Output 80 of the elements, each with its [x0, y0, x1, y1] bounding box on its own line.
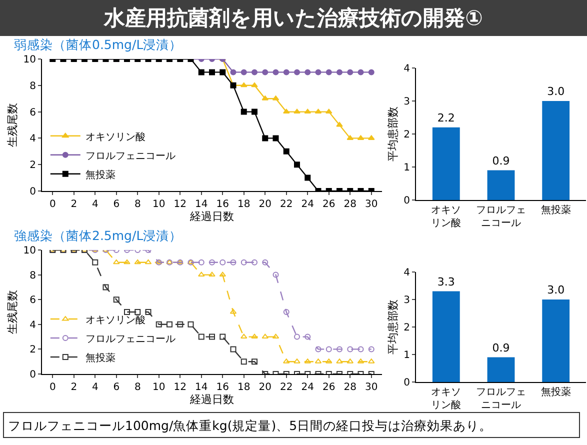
x-tick-label: フロルフェニコール — [476, 387, 526, 411]
x-tick-label: 8 — [134, 382, 141, 393]
y-axis-title: 生残尾数 — [6, 103, 19, 147]
x-tick-label: 2 — [70, 382, 78, 393]
data-label: 3.0 — [547, 284, 565, 296]
x-tick-label: 22 — [280, 199, 293, 210]
x-tick-label: 12 — [174, 382, 186, 393]
x-axis-title: 経過日数 — [189, 210, 234, 223]
legend-label: 無投薬 — [85, 168, 116, 181]
x-tick-label: 無投薬 — [540, 386, 571, 398]
y-tick-label: 2 — [30, 160, 36, 172]
x-tick-label: 16 — [216, 199, 229, 210]
y-tick-label: 0 — [30, 370, 36, 380]
y-tick-label: 2 — [404, 322, 410, 334]
x-tick-label: 14 — [195, 382, 208, 393]
x-tick-label: 4 — [92, 382, 98, 393]
y-tick-label: 10 — [23, 246, 36, 256]
x-tick-label: 8 — [134, 199, 141, 210]
x-tick-label: 12 — [174, 199, 186, 210]
chart-subtitle: 弱感染（菌体0.5mg/L浸漬） — [14, 37, 182, 54]
legend-label: フロルフェニコール — [85, 150, 176, 162]
text: フロルフェニコール100mg/魚体重kg(規定量)、5日間の経口投与は治療効果あり。 — [3, 412, 580, 438]
y-tick-label: 10 — [23, 54, 36, 66]
y-tick-label: 2 — [30, 344, 36, 356]
x-tick-label: 18 — [238, 199, 250, 210]
data-label: 0.9 — [492, 341, 510, 354]
x-tick-label: 20 — [258, 199, 272, 210]
x-tick-label: 24 — [301, 382, 314, 393]
y-tick-label: 6 — [30, 295, 36, 306]
y-tick-label: 4 — [30, 134, 36, 145]
x-tick-label: 0 — [49, 199, 56, 210]
chart-title: 強感染（菌体2.5mg/L浸漬） — [14, 228, 182, 245]
x-tick-label: 24 — [301, 199, 314, 210]
y-tick-label: 4 — [30, 320, 36, 331]
legend-label: 無投薬 — [85, 352, 116, 364]
y-tick-label: 8 — [30, 80, 36, 92]
x-tick-label: 10 — [152, 199, 166, 210]
y-tick-label: 4 — [404, 268, 410, 278]
y-tick-label: 3 — [404, 295, 410, 306]
x-tick-label: 28 — [344, 382, 356, 393]
y-tick-label: 1 — [404, 350, 410, 361]
x-tick-label: 4 — [92, 199, 98, 210]
y-axis-title: 平均患部数 — [386, 106, 400, 162]
legend-label: オキソリン酸 — [85, 314, 146, 326]
x-tick-label: フロルフェニコール — [476, 205, 526, 229]
x-tick-label: 6 — [113, 199, 120, 210]
y-tick-label: 0 — [30, 186, 36, 198]
y-tick-label: 2 — [404, 130, 410, 140]
x-tick-label: 20 — [258, 382, 272, 393]
x-tick-label: 26 — [322, 199, 336, 210]
y-axis-title: 平均患部数 — [386, 300, 400, 354]
x-tick-label: 10 — [152, 382, 166, 393]
chart-title: 水産用抗菌剤を用いた治療技術の開発① — [0, 0, 587, 36]
x-tick-label: 28 — [344, 199, 356, 210]
x-tick-label: 30 — [365, 382, 378, 393]
data-label: 3.3 — [437, 275, 455, 288]
x-tick-label: オキソリン酸 — [431, 387, 462, 411]
legend-label: フロルフェニコール — [85, 334, 176, 345]
x-tick-label: 6 — [113, 382, 120, 393]
x-axis-title: 経過日数 — [189, 393, 234, 406]
y-tick-label: 4 — [404, 64, 410, 74]
x-tick-label: オキソリン酸 — [431, 205, 462, 229]
y-tick-label: 3 — [404, 96, 410, 108]
y-axis-title: 生残尾数 — [6, 290, 19, 334]
data-label: 0.9 — [492, 154, 510, 168]
x-tick-label: 26 — [322, 382, 336, 393]
x-tick-label: 18 — [238, 382, 250, 393]
x-tick-label: 14 — [195, 199, 208, 210]
x-tick-label: 0 — [49, 382, 56, 393]
x-tick-label: 16 — [216, 382, 229, 393]
y-tick-label: 8 — [30, 270, 36, 282]
data-label: 3.0 — [547, 85, 565, 98]
x-tick-label: 22 — [280, 382, 293, 393]
legend-label: オキソリン酸 — [85, 130, 146, 143]
x-tick-label: 30 — [365, 199, 378, 210]
y-tick-label: 6 — [30, 107, 36, 118]
x-tick-label: 2 — [70, 199, 78, 210]
y-tick-label: 1 — [404, 162, 410, 174]
data-label: 2.2 — [437, 111, 455, 124]
x-tick-label: 無投薬 — [540, 204, 571, 216]
